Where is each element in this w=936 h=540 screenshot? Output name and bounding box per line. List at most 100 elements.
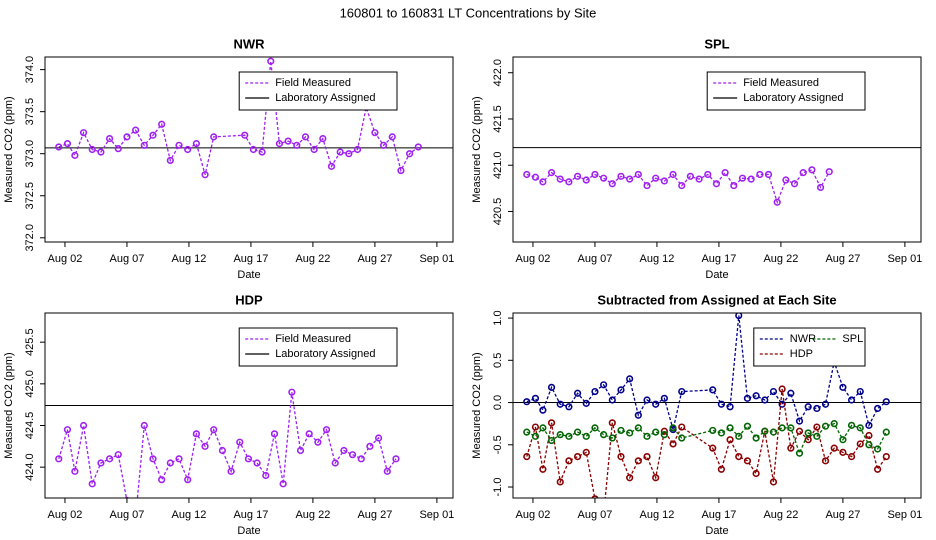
x-tick-label: Sep 01 <box>887 253 922 265</box>
data-point <box>626 175 634 183</box>
y-tick-label: 420.5 <box>492 198 504 226</box>
data-point <box>752 392 760 400</box>
data-point <box>140 141 148 149</box>
data-point <box>882 398 890 406</box>
data-point <box>547 419 556 427</box>
data-point <box>556 400 564 408</box>
data-point <box>704 170 712 179</box>
data-point <box>764 170 773 179</box>
data-point <box>55 455 63 463</box>
data-line <box>526 422 887 456</box>
data-point <box>547 383 556 391</box>
data-point <box>123 133 131 141</box>
data-point <box>643 432 651 440</box>
data-point <box>565 178 573 186</box>
data-point <box>348 451 357 459</box>
x-tick-label: Sep 01 <box>419 253 454 265</box>
data-point <box>149 131 157 139</box>
x-tick-label: Aug 17 <box>233 253 268 265</box>
data-point <box>97 459 105 467</box>
x-axis-label: Date <box>705 525 728 537</box>
data-point <box>79 129 88 137</box>
data-point <box>531 423 540 431</box>
plot-area <box>45 388 453 498</box>
data-point <box>322 426 331 434</box>
x-tick-label: Aug 22 <box>763 253 798 265</box>
data-point <box>839 383 847 391</box>
data-point <box>617 453 625 461</box>
data-point <box>686 172 695 180</box>
y-tick-label: 372.0 <box>24 224 36 252</box>
x-tick-label: Aug 27 <box>825 253 860 265</box>
plot-area <box>513 313 921 498</box>
legend-box <box>238 327 398 367</box>
data-point <box>717 429 726 437</box>
data-point <box>383 467 391 475</box>
data-point <box>626 474 634 482</box>
data-point <box>539 178 547 186</box>
y-tick-label: 372.5 <box>24 182 36 210</box>
x-tick-label: Aug 02 <box>48 253 83 265</box>
data-point <box>600 174 608 182</box>
data-point <box>392 455 400 463</box>
data-point <box>114 451 122 459</box>
plot-frame <box>512 56 922 243</box>
y-tick-label: 425.0 <box>24 370 36 398</box>
data-point <box>267 57 275 65</box>
data-point <box>743 394 752 402</box>
data-point <box>608 180 616 188</box>
data-point <box>608 419 616 427</box>
data-point <box>717 465 726 473</box>
data-point <box>270 430 279 438</box>
y-tick-label: 422.0 <box>492 59 504 87</box>
data-point <box>406 150 414 158</box>
data-point <box>790 180 799 188</box>
data-point <box>556 478 564 486</box>
figure-title: 160801 to 160831 LT Concentrations by Si… <box>340 5 597 20</box>
data-point <box>874 445 882 453</box>
data-point <box>547 436 556 445</box>
data-point <box>71 151 79 159</box>
data-point <box>253 459 261 467</box>
data-point <box>865 441 873 449</box>
data-point <box>565 432 573 440</box>
data-point <box>643 453 651 461</box>
data-point <box>808 166 816 174</box>
data-point <box>882 453 890 461</box>
data-point <box>617 172 625 180</box>
data-point <box>756 170 764 179</box>
data-point <box>743 457 752 465</box>
data-point <box>397 166 405 175</box>
y-tick-label: 1.0 <box>492 310 504 325</box>
data-point <box>166 156 174 165</box>
y-axis-label: Measured CO2 (ppm) <box>471 352 483 458</box>
legend-box <box>706 71 866 111</box>
data-point <box>709 444 717 452</box>
data-point <box>865 421 873 429</box>
legend-label: Field Measured <box>275 333 351 345</box>
data-point <box>816 183 825 192</box>
data-point <box>752 469 760 478</box>
data-point <box>327 162 336 170</box>
data-point <box>634 424 642 432</box>
data-point <box>778 424 786 432</box>
y-axis-label: Measured CO2 (ppm) <box>471 96 483 202</box>
y-tick-label: -0.5 <box>492 435 504 454</box>
y-axis-label: Measured CO2 (ppm) <box>3 352 15 458</box>
x-tick-label: Aug 17 <box>233 509 268 521</box>
data-point <box>523 428 531 436</box>
data-point <box>634 411 642 419</box>
data-point <box>652 400 660 408</box>
legend-label: Laboratory Assigned <box>275 92 375 104</box>
data-point <box>795 427 804 435</box>
legend-box <box>753 327 866 367</box>
y-tick-label: 424.0 <box>24 453 36 481</box>
y-tick-label: 421.5 <box>492 105 504 133</box>
data-point <box>218 446 227 455</box>
data-point <box>743 422 752 430</box>
x-tick-label: Aug 12 <box>639 509 674 521</box>
x-tick-label: Aug 07 <box>110 509 145 521</box>
x-tick-label: Aug 02 <box>516 509 551 521</box>
data-point <box>634 457 642 465</box>
data-point <box>634 170 642 179</box>
